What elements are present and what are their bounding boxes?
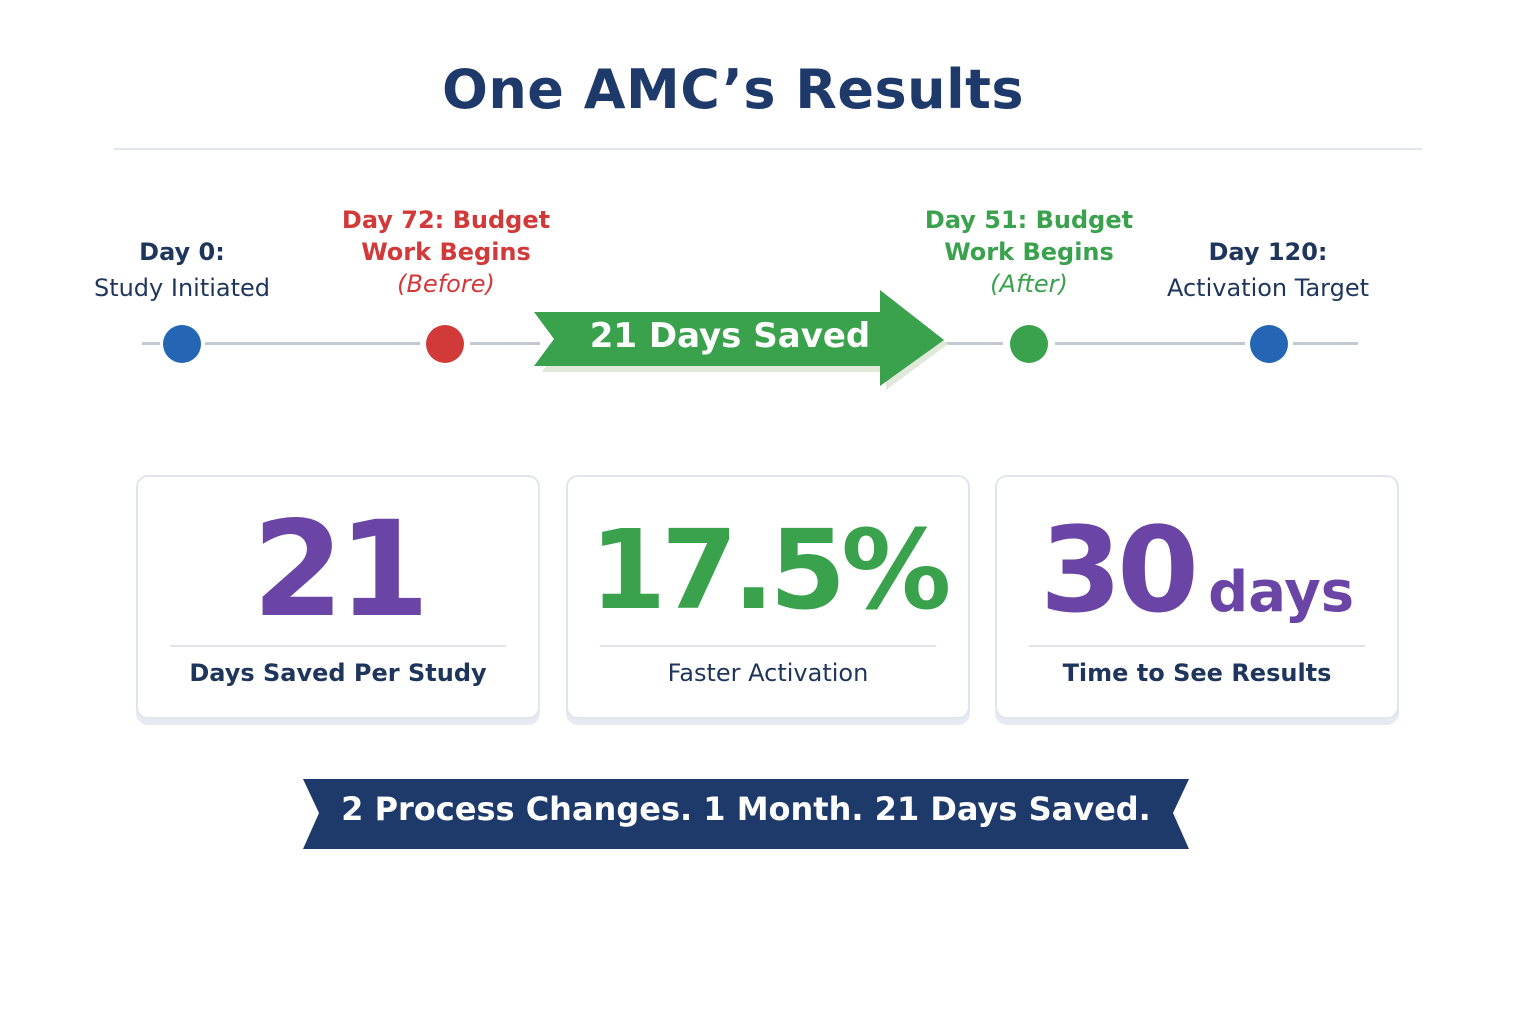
days-saved-arrow [534, 290, 948, 390]
stat-value: 17.5% [568, 505, 968, 635]
stat-value-unit: days [1208, 560, 1355, 625]
stat-value-number: 21 [252, 493, 430, 647]
arrow-label: 21 Days Saved [589, 316, 871, 356]
milestone-subtitle: Activation Target [1166, 274, 1370, 302]
timeline-segment [205, 342, 420, 345]
milestone-dot-day-51 [1010, 325, 1048, 363]
timeline-segment [945, 342, 1003, 345]
stat-value: 21 [138, 504, 538, 636]
stat-caption: Time to See Results [1062, 659, 1332, 687]
milestone-label-day-72: Day 72: Budget Work Begins (Before) [306, 204, 586, 300]
stat-value-number: 30 [1039, 501, 1199, 639]
stat-card-time-to-results: 30 days Time to See Results [995, 475, 1399, 719]
summary-banner-text: 2 Process Changes. 1 Month. 21 Days Save… [341, 790, 1151, 828]
card-divider [1029, 645, 1365, 647]
timeline-segment [142, 342, 160, 345]
card-divider [600, 645, 936, 647]
milestone-dot-day-72 [426, 325, 464, 363]
stat-value: 30 days [997, 505, 1397, 658]
milestone-subtitle: Study Initiated [93, 274, 271, 302]
timeline-segment [470, 342, 540, 345]
summary-banner [303, 779, 1189, 849]
title-divider [114, 148, 1422, 150]
milestone-label-day-51: Day 51: Budget Work Begins (After) [889, 204, 1169, 300]
milestone-title: Day 120: [1208, 238, 1328, 266]
milestone-label-day-120: Day 120: Activation Target [1118, 236, 1418, 304]
timeline-segment [1055, 342, 1245, 345]
stat-caption: Days Saved Per Study [189, 659, 487, 687]
milestone-dot-day-0 [163, 325, 201, 363]
milestone-label-day-0: Day 0: Study Initiated [42, 236, 322, 304]
timeline-segment [1293, 342, 1358, 345]
page-title: One AMC’s Results [441, 58, 1025, 121]
stat-value-number: 17.5% [589, 506, 952, 634]
stat-card-days-saved: 21 Days Saved Per Study [136, 475, 540, 719]
stat-caption: Faster Activation [667, 659, 869, 687]
milestone-subtitle: Work Begins [361, 238, 531, 266]
milestone-title: Day 51: Budget [924, 206, 1134, 234]
card-divider [170, 645, 506, 647]
milestone-title: Day 0: [139, 238, 225, 266]
milestone-title: Day 72: Budget [341, 206, 551, 234]
milestone-subtitle: Work Begins [944, 238, 1114, 266]
milestone-dot-day-120 [1250, 325, 1288, 363]
stat-card-faster-activation: 17.5% Faster Activation [566, 475, 970, 719]
milestone-note: (Before) [397, 270, 495, 298]
milestone-note: (After) [990, 270, 1068, 298]
